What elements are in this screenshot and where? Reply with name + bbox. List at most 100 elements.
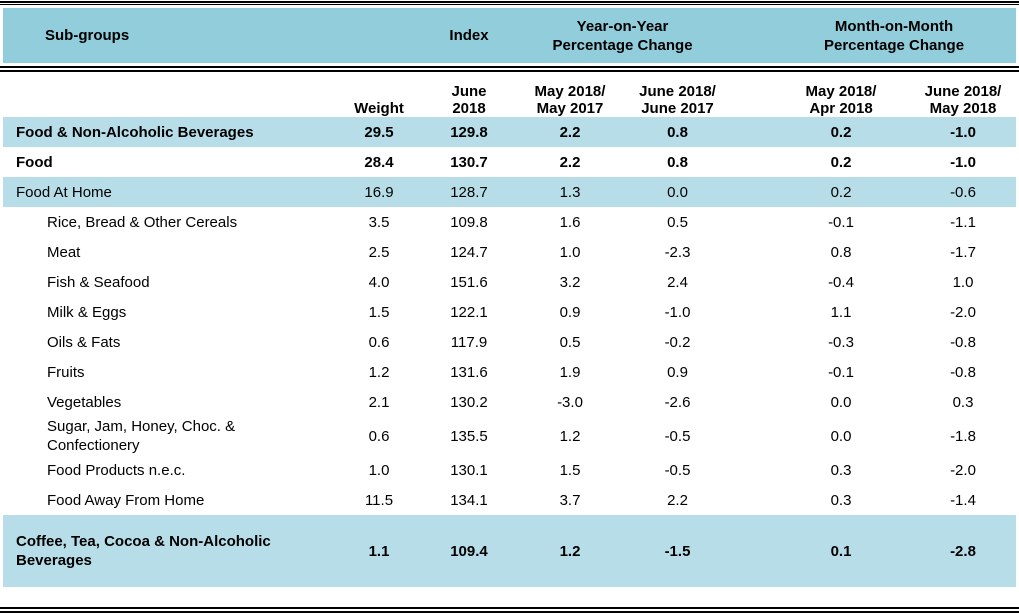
mom-june-cell: -2.8: [910, 515, 1016, 587]
weight-cell: 16.9: [335, 177, 423, 207]
col-header-mom-group: Month-on-Month Percentage Change: [772, 8, 1017, 63]
row-label: Oils & Fats: [47, 333, 121, 351]
mom-june-cell: -1.8: [950, 427, 976, 445]
yoy-june-cell: -0.5: [664, 461, 691, 479]
mom-may-cell: 0.8: [830, 243, 852, 261]
col-subheader-june-2018: June 2018: [451, 83, 487, 117]
weight-cell: 3.5: [368, 213, 390, 231]
index-cell: 151.6: [450, 273, 488, 291]
yoy-june-cell: -2.3: [664, 243, 691, 261]
index-cell: 117.9: [450, 333, 488, 351]
data-table: Weight June 2018 May 2018/ May 2017 June…: [3, 72, 1016, 587]
group-header-table: Sub-groups Index Year-on-Year Percentage…: [3, 8, 1017, 63]
yoy-may-cell: 1.2: [515, 515, 625, 587]
mom-may-cell: 0.0: [830, 427, 852, 445]
yoy-june-cell: -0.5: [664, 427, 691, 445]
yoy-june-cell: -0.2: [664, 333, 691, 351]
col-subheader-may2018-may2017: May 2018/ May 2017: [534, 83, 606, 117]
table-body: Food & Non-Alcoholic Beverages 29.5 129.8 2…: [3, 117, 1016, 587]
mom-may-cell: -0.1: [828, 363, 854, 381]
col-subheader-june2018-may2018: June 2018/ May 2018: [924, 83, 1002, 117]
yoy-may-cell: 3.7: [559, 491, 581, 509]
mom-june-cell: 0.3: [952, 393, 974, 411]
mom-may-cell: 0.1: [772, 515, 910, 587]
index-cell: 135.5: [450, 427, 488, 445]
mom-may-cell: 0.3: [830, 491, 852, 509]
table-sub-header-row: Weight June 2018 May 2018/ May 2017 June…: [3, 72, 1016, 117]
yoy-june-cell: 0.0: [625, 177, 730, 207]
yoy-june-cell: -2.6: [664, 393, 691, 411]
row-gap-spacer: [730, 327, 772, 357]
yoy-may-cell: 0.9: [559, 303, 581, 321]
yoy-may-cell: 0.5: [559, 333, 581, 351]
weight-cell: 1.1: [335, 515, 423, 587]
index-cell: 130.2: [450, 393, 488, 411]
mom-may-cell: 0.3: [830, 461, 852, 479]
row-gap-spacer: [730, 357, 772, 387]
row-label: Coffee, Tea, Cocoa & Non-Alcoholic Bever…: [3, 515, 335, 587]
yoy-may-cell: 1.2: [559, 427, 581, 445]
mom-june-cell: -2.0: [950, 303, 976, 321]
mom-may-cell: 0.2: [772, 177, 910, 207]
table-row: Meat 2.5 124.7 1.0 -2.3 0.8 -1.7: [3, 237, 1016, 267]
top-border-rule: [0, 1, 1019, 5]
mom-may-cell: 1.1: [830, 303, 852, 321]
row-label: Food At Home: [3, 177, 335, 207]
weight-cell: 2.1: [368, 393, 390, 411]
mom-june-cell: -1.0: [950, 153, 976, 171]
mom-june-cell: -0.8: [950, 333, 976, 351]
row-label: Rice, Bread & Other Cereals: [47, 213, 238, 231]
table-row: Food 28.4 130.7 2.2 0.8 0.2 -1.0: [3, 147, 1016, 177]
col-subheader-may2018-apr2018: May 2018/ Apr 2018: [805, 83, 877, 117]
weight-cell: 1.2: [368, 363, 390, 381]
weight-cell: 29.5: [335, 117, 423, 147]
yoy-june-cell: 2.4: [667, 273, 688, 291]
yoy-may-cell: 1.5: [559, 461, 581, 479]
mom-june-cell: -1.4: [950, 491, 976, 509]
yoy-may-cell: 3.2: [559, 273, 581, 291]
row-label: Food Products n.e.c.: [47, 461, 186, 479]
col-header-subgroups: Sub-groups: [3, 8, 335, 63]
mom-may-cell: 0.2: [772, 117, 910, 147]
table-row: Food & Non-Alcoholic Beverages 29.5 129.8 2…: [3, 117, 1016, 147]
yoy-june-cell: 0.8: [625, 117, 730, 147]
row-label: Food & Non-Alcoholic Beverages: [3, 117, 335, 147]
table-row: Fruits 1.2 131.6 1.9 0.9 -0.1 -0.8: [3, 357, 1016, 387]
yoy-june-cell: 0.8: [667, 153, 688, 171]
row-label: Sugar, Jam, Honey, Choc. & Confectionery: [47, 418, 236, 454]
index-cell: 109.8: [450, 213, 488, 231]
mom-may-cell: -0.1: [828, 213, 854, 231]
index-cell: 130.7: [450, 153, 488, 171]
subheader-gap-spacer: [730, 72, 772, 117]
row-label: Food Away From Home: [47, 491, 205, 509]
row-gap-spacer: [730, 177, 772, 207]
table-row: Vegetables 2.1 130.2 -3.0 -2.6 0.0 0.3: [3, 387, 1016, 417]
table-row: Rice, Bread & Other Cereals 3.5 109.8 1.6 0.…: [3, 207, 1016, 237]
weight-cell: 11.5: [364, 491, 394, 509]
row-label: Vegetables: [47, 393, 122, 411]
row-label: Fruits: [47, 363, 85, 381]
row-gap-spacer: [730, 147, 772, 177]
mom-june-cell: -1.0: [910, 117, 1016, 147]
table-row: Coffee, Tea, Cocoa & Non-Alcoholic Bever…: [3, 515, 1016, 587]
col-header-yoy-group: Year-on-Year Percentage Change: [515, 8, 731, 63]
row-gap-spacer: [730, 117, 772, 147]
yoy-may-cell: -3.0: [557, 393, 583, 411]
table-row: Oils & Fats 0.6 117.9 0.5 -0.2 -0.3 -0.8: [3, 327, 1016, 357]
yoy-june-cell: 0.5: [667, 213, 688, 231]
mom-may-cell: 0.2: [830, 153, 852, 171]
row-label: Milk & Eggs: [47, 303, 127, 321]
index-cell: 122.1: [450, 303, 488, 321]
row-gap-spacer: [730, 417, 772, 455]
row-gap-spacer: [730, 267, 772, 297]
index-cell: 109.4: [423, 515, 515, 587]
mom-may-cell: -0.4: [828, 273, 854, 291]
yoy-june-cell: 0.9: [667, 363, 688, 381]
table-row: Food Away From Home 11.5 134.1 3.7 2.2 0.3 -1.…: [3, 485, 1016, 515]
row-gap-spacer: [730, 485, 772, 515]
mom-may-cell: -0.3: [828, 333, 854, 351]
index-cell: 124.7: [450, 243, 488, 261]
yoy-june-cell: 2.2: [667, 491, 688, 509]
yoy-may-cell: 2.2: [559, 153, 581, 171]
